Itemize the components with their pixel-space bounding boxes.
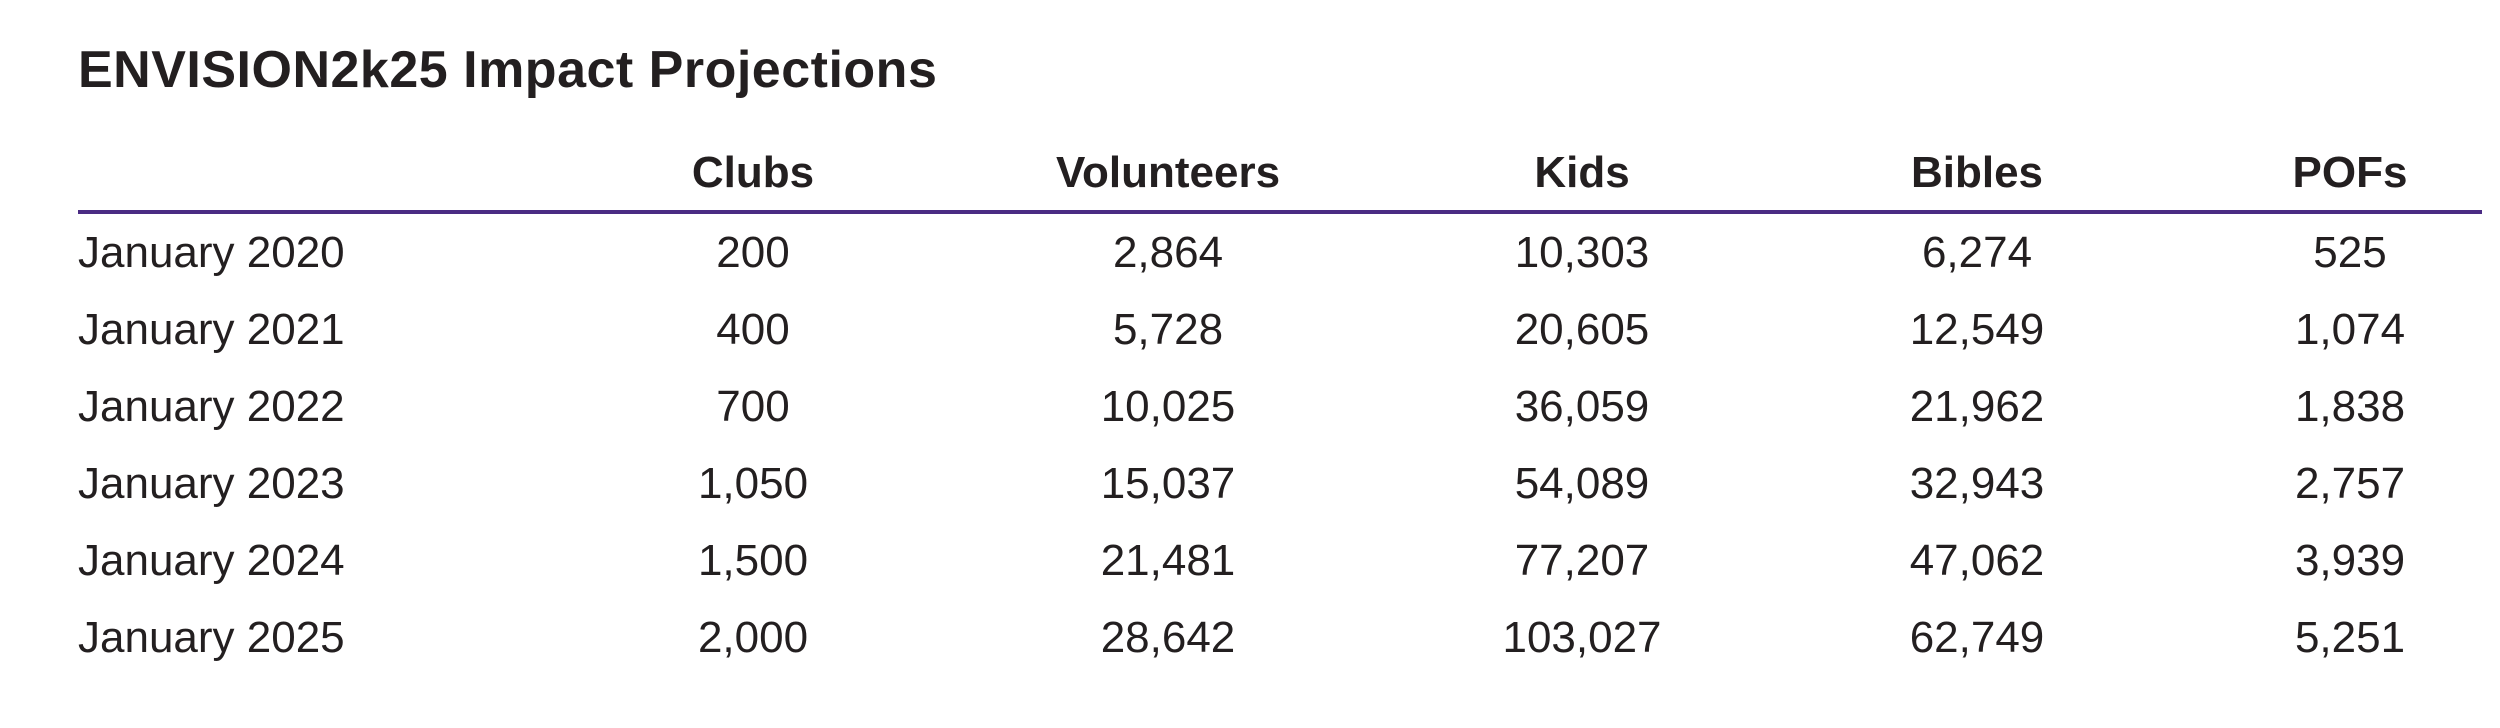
- header-corner: [78, 138, 598, 214]
- table-row: January 2024 1,500 21,481 77,207 47,062 …: [78, 522, 2482, 599]
- cell-clubs: 200: [716, 227, 790, 277]
- row-label: January 2024: [78, 535, 345, 585]
- cell-volunteers: 21,481: [1100, 535, 1236, 585]
- row-label: January 2023: [78, 458, 345, 508]
- cell-volunteers: 10,025: [1100, 381, 1236, 431]
- cell-kids: 77,207: [1514, 535, 1650, 585]
- cell-kids: 20,605: [1514, 304, 1650, 354]
- cell-bibles: 6,274: [1921, 227, 2033, 277]
- cell-clubs: 700: [716, 381, 790, 431]
- row-label: January 2025: [78, 612, 345, 662]
- header-row: Clubs Volunteers Kids Bibles POFs: [78, 138, 2482, 214]
- cell-volunteers: 15,037: [1100, 458, 1236, 508]
- cell-kids: 103,027: [1502, 612, 1662, 662]
- cell-bibles: 47,062: [1909, 535, 2045, 585]
- cell-bibles: 21,962: [1909, 381, 2045, 431]
- projections-table: Clubs Volunteers Kids Bibles POFs Januar…: [78, 138, 2482, 676]
- cell-pofs: 1,074: [2294, 304, 2406, 354]
- cell-clubs: 1,500: [697, 535, 809, 585]
- cell-pofs: 5,251: [2294, 612, 2406, 662]
- table-row: January 2025 2,000 28,642 103,027 62,749…: [78, 599, 2482, 676]
- cell-pofs: 3,939: [2294, 535, 2406, 585]
- cell-pofs: 525: [2313, 227, 2387, 277]
- row-label: January 2022: [78, 381, 345, 431]
- cell-kids: 54,089: [1514, 458, 1650, 508]
- cell-kids: 10,303: [1514, 227, 1650, 277]
- table-row: January 2023 1,050 15,037 54,089 32,943 …: [78, 445, 2482, 522]
- cell-pofs: 2,757: [2294, 458, 2406, 508]
- cell-bibles: 62,749: [1909, 612, 2045, 662]
- cell-volunteers: 28,642: [1100, 612, 1236, 662]
- column-header-bibles: Bibles: [1736, 138, 2218, 214]
- row-label: January 2020: [78, 227, 345, 277]
- table-body: January 2020 200 2,864 10,303 6,274 525 …: [78, 212, 2482, 676]
- projections-table-container: Clubs Volunteers Kids Bibles POFs Januar…: [78, 138, 2482, 676]
- table-row: January 2022 700 10,025 36,059 21,962 1,…: [78, 368, 2482, 445]
- cell-bibles: 12,549: [1909, 304, 2045, 354]
- table-header: Clubs Volunteers Kids Bibles POFs: [78, 138, 2482, 214]
- column-header-volunteers: Volunteers: [908, 138, 1428, 214]
- table-title: ENVISION2k25 Impact Projections: [78, 41, 938, 99]
- column-header-kids: Kids: [1428, 138, 1736, 214]
- table-row: January 2020 200 2,864 10,303 6,274 525: [78, 212, 2482, 291]
- column-header-clubs: Clubs: [598, 138, 908, 214]
- row-label: January 2021: [78, 304, 345, 354]
- column-header-pofs: POFs: [2218, 138, 2482, 214]
- cell-clubs: 400: [716, 304, 790, 354]
- cell-volunteers: 5,728: [1112, 304, 1224, 354]
- cell-clubs: 1,050: [697, 458, 809, 508]
- cell-volunteers: 2,864: [1112, 227, 1224, 277]
- cell-kids: 36,059: [1514, 381, 1650, 431]
- cell-bibles: 32,943: [1909, 458, 2045, 508]
- cell-pofs: 1,838: [2294, 381, 2406, 431]
- cell-clubs: 2,000: [697, 612, 809, 662]
- table-row: January 2021 400 5,728 20,605 12,549 1,0…: [78, 291, 2482, 368]
